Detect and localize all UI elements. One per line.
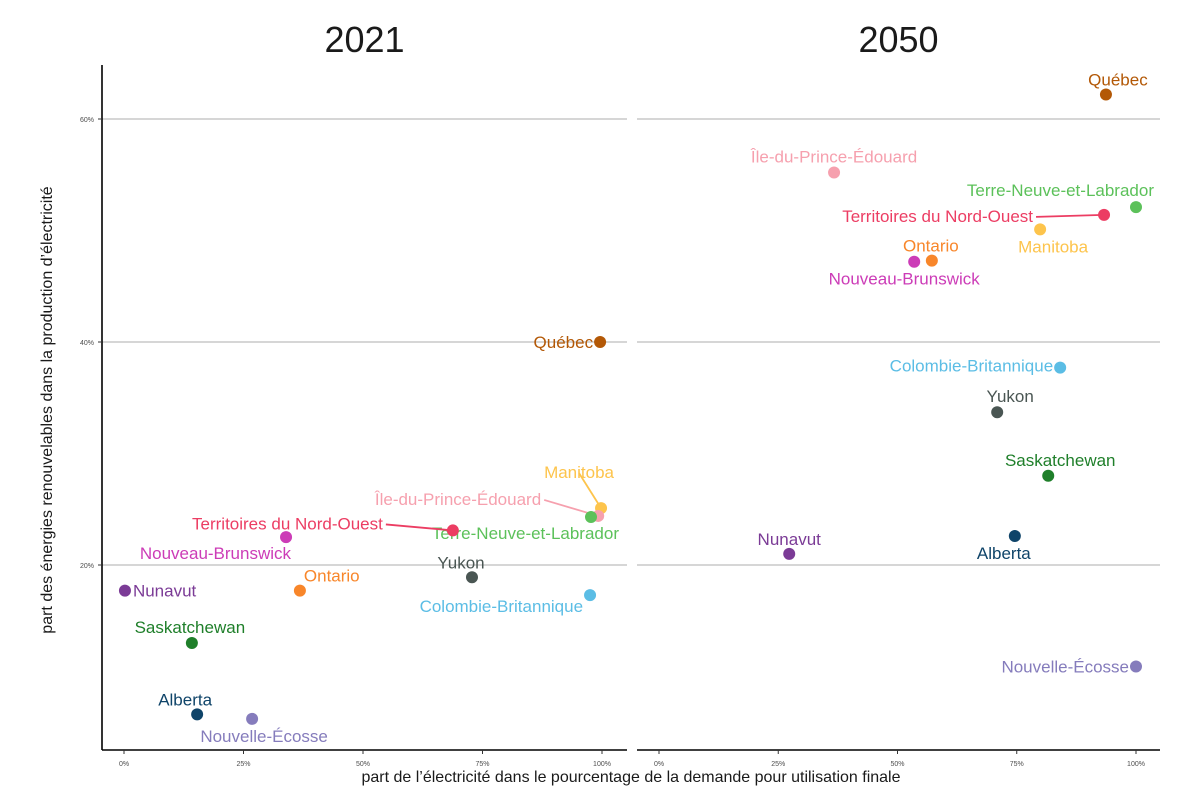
point-label: Québec [534,333,594,352]
point-label: Alberta [977,544,1031,563]
y-tick-label: 40% [80,340,94,347]
point-label: Terre-Neuve-et-Labrador [967,181,1154,200]
data-point [1130,201,1142,214]
data-point [1099,88,1112,101]
x-tick-label: 0% [119,761,129,768]
data-point [991,406,1004,419]
data-point [246,712,259,725]
data-point [594,336,607,348]
leader-line [578,472,602,509]
point-label: Yukon [987,387,1034,406]
x-tick-label: 50% [356,761,370,768]
point-label: Saskatchewan [135,618,246,637]
x-tick-label: 75% [1010,761,1024,768]
point-label: Colombie-Britannique [890,357,1053,376]
point-label: Nunavut [133,582,197,601]
point-label: Saskatchewan [1005,451,1116,470]
point-label: Alberta [158,690,212,709]
point-label: Nouvelle-Écosse [200,727,328,746]
point-label: Île-du-Prince-Édouard [374,490,541,509]
data-point [925,254,938,267]
y-axis-title: part des énergies renouvelables dans la … [39,186,56,633]
point-label: Territoires du Nord-Ouest [192,514,383,533]
data-point [1042,469,1055,482]
panel-2021: 2021 0% 25% 50% 75% 100% 20% 40% 60% Québec Manito… [80,19,627,768]
point-label: Terre-Neuve-et-Labrador [432,524,619,543]
data-point [828,166,841,179]
x-axis-title: part de l’électricité dans le pourcentag… [361,769,900,786]
data-point [465,571,478,584]
data-point [1008,530,1021,543]
panel-2050: 2050 0% 25% 50% 75% 100% Québec Île-du-Prince-É… [637,19,1160,768]
point-label: Nunavut [758,530,822,549]
data-point [185,637,198,650]
point-label: Québec [1088,70,1148,89]
x-tick-label: 25% [236,761,250,768]
data-point [446,524,459,537]
data-point [118,584,131,597]
data-point [585,511,598,524]
x-tick-label: 0% [654,761,664,768]
point-label: Nouvelle-Écosse [1001,657,1129,676]
data-point [584,589,597,602]
data-point [293,584,306,597]
data-point [783,547,796,560]
point-label: Ontario [304,567,360,586]
data-point [191,708,204,721]
data-point [1034,223,1047,236]
point-label: Manitoba [544,463,614,482]
point-label: Île-du-Prince-Édouard [750,148,917,167]
point-label: Nouveau-Brunswick [829,270,981,289]
data-point [908,255,921,268]
data-point [1130,660,1142,673]
x-tick-label: 50% [890,761,904,768]
y-tick-label: 20% [80,563,94,570]
leader-line [1036,213,1105,218]
point-label: Colombie-Britannique [420,597,583,616]
x-tick-label: 100% [1127,761,1145,768]
point-label: Territoires du Nord-Ouest [842,207,1033,226]
point-label: Yukon [437,553,484,572]
facet-title: 2021 [324,19,404,60]
data-point [1054,361,1067,374]
y-tick-label: 60% [80,117,94,124]
point-label: Manitoba [1018,237,1088,256]
x-tick-label: 75% [475,761,489,768]
panels-layer: 2021 0% 25% 50% 75% 100% 20% 40% 60% Québec Manito… [80,19,1160,768]
data-point [280,531,293,544]
leader-line [385,523,453,532]
point-label: Nouveau-Brunswick [140,544,292,563]
x-tick-label: 25% [771,761,785,768]
x-tick-label: 100% [593,761,611,768]
data-point [1098,208,1111,221]
facet-title: 2050 [858,19,938,60]
point-label: Ontario [903,237,959,256]
